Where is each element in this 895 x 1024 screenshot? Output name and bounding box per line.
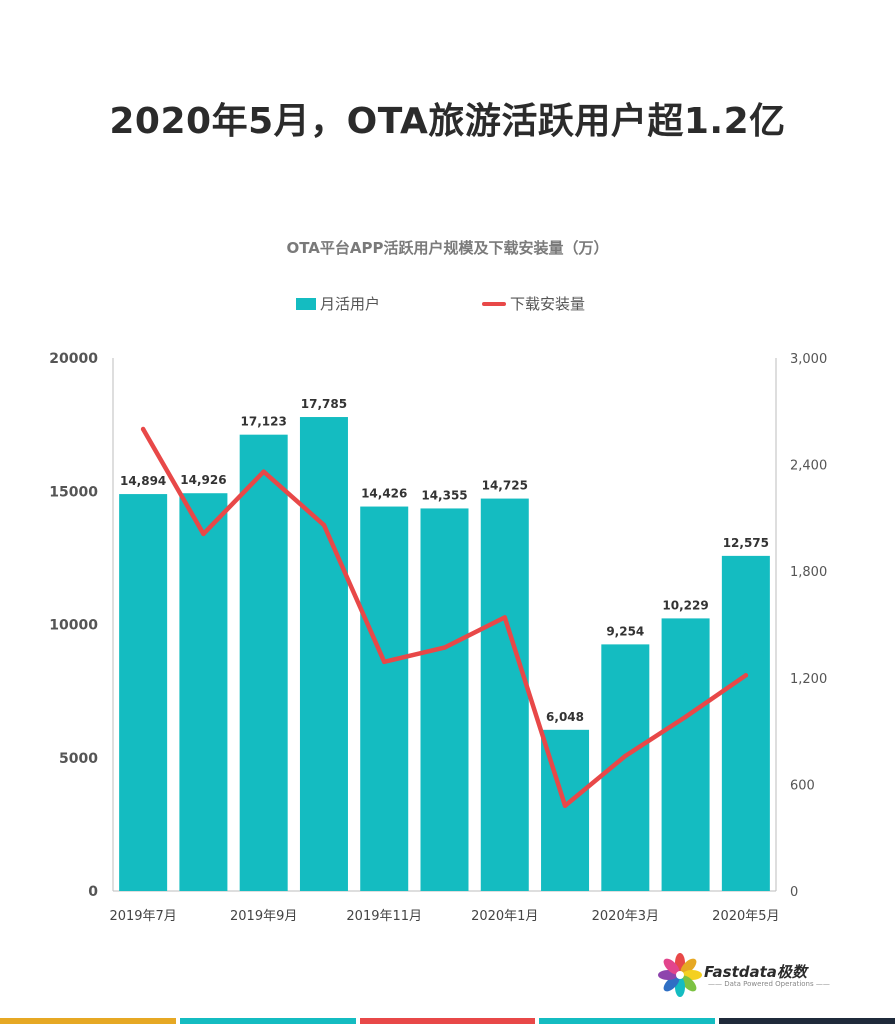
bar (661, 618, 710, 891)
flower-logo-icon (658, 953, 702, 997)
line-point (683, 714, 688, 720)
legend-item-bar[interactable]: 月活用户 (296, 293, 380, 314)
chart-title: OTA平台APP活跃用户规模及下载安装量（万） (286, 239, 609, 257)
bar (119, 494, 168, 891)
bar-value-label: 6,048 (546, 710, 584, 724)
y-right-tick-label: 1,200 (790, 672, 827, 687)
bar-value-label: 17,785 (301, 397, 347, 411)
bar (179, 493, 228, 891)
y-left-tick-label: 10000 (49, 618, 98, 634)
bar-value-label: 14,355 (421, 488, 467, 502)
bar-value-label: 14,894 (120, 474, 166, 488)
y-right-tick-label: 1,800 (790, 565, 827, 580)
line-point (743, 673, 749, 678)
bar (480, 498, 529, 891)
legend-label-line: 下载安装量 (510, 295, 586, 313)
bottom-color-strip (0, 1018, 895, 1024)
y-right-tick-label: 0 (790, 885, 798, 900)
legend-swatch-bar (296, 297, 316, 310)
y-right-tick-label: 3,000 (790, 352, 827, 367)
bar (299, 417, 348, 891)
legend-label-bar: 月活用户 (320, 295, 381, 313)
brand-logo: Fastdata极数 —— Data Powered Operations —— (658, 953, 830, 999)
strip-segment (359, 1018, 536, 1024)
x-tick-label: 2020年5月 (712, 909, 779, 924)
line-point (382, 659, 387, 665)
y-left-tick-label: 20000 (49, 351, 98, 367)
bar-value-label: 9,254 (606, 624, 644, 638)
bar-value-label: 14,926 (180, 473, 226, 487)
bar (721, 555, 770, 891)
x-tick-label: 2019年7月 (109, 909, 176, 924)
line-point (261, 469, 266, 474)
bar-value-label: 14,426 (361, 487, 407, 501)
line-point (442, 645, 447, 650)
y-left-tick-label: 0 (88, 884, 98, 900)
strip-segment (0, 1018, 176, 1024)
line-point (201, 531, 206, 537)
y-left-tick-label: 15000 (49, 484, 98, 500)
line-value-label: 1,214 (724, 649, 769, 665)
bar (239, 434, 288, 891)
page-headline: 2020年5月，OTA旅游活跃用户超1.2亿 (109, 101, 786, 142)
bar-value-label: 14,725 (482, 479, 528, 493)
y-right-tick-label: 600 (790, 778, 815, 793)
bar (360, 506, 409, 891)
y-left-tick-label: 5000 (59, 751, 98, 767)
line-point (562, 803, 568, 808)
legend-swatch-line (482, 301, 506, 306)
y-right-tick-label: 2,400 (790, 459, 827, 474)
x-tick-label: 2019年9月 (230, 909, 297, 924)
line-point (623, 753, 628, 759)
x-tick-label: 2020年3月 (592, 909, 659, 924)
x-tick-label: 2020年1月 (471, 909, 538, 924)
brand-name: Fastdata极数 (704, 963, 807, 981)
bar (420, 508, 469, 891)
brand-tagline: —— Data Powered Operations —— (708, 980, 830, 988)
strip-segment (539, 1018, 716, 1024)
legend-item-line[interactable]: 下载安装量 (482, 293, 585, 314)
x-tick-label: 2019年11月 (346, 909, 422, 924)
line-point (140, 426, 146, 432)
line-point (502, 615, 507, 620)
strip-segment (179, 1018, 356, 1024)
bar-value-label: 10,229 (662, 598, 708, 612)
line-point (321, 522, 327, 528)
bar-value-label: 12,575 (723, 536, 769, 550)
strip-segment (719, 1018, 895, 1024)
chart-legend: 月活用户 下载安装量 (0, 293, 895, 315)
bar-value-label: 17,123 (241, 415, 287, 429)
